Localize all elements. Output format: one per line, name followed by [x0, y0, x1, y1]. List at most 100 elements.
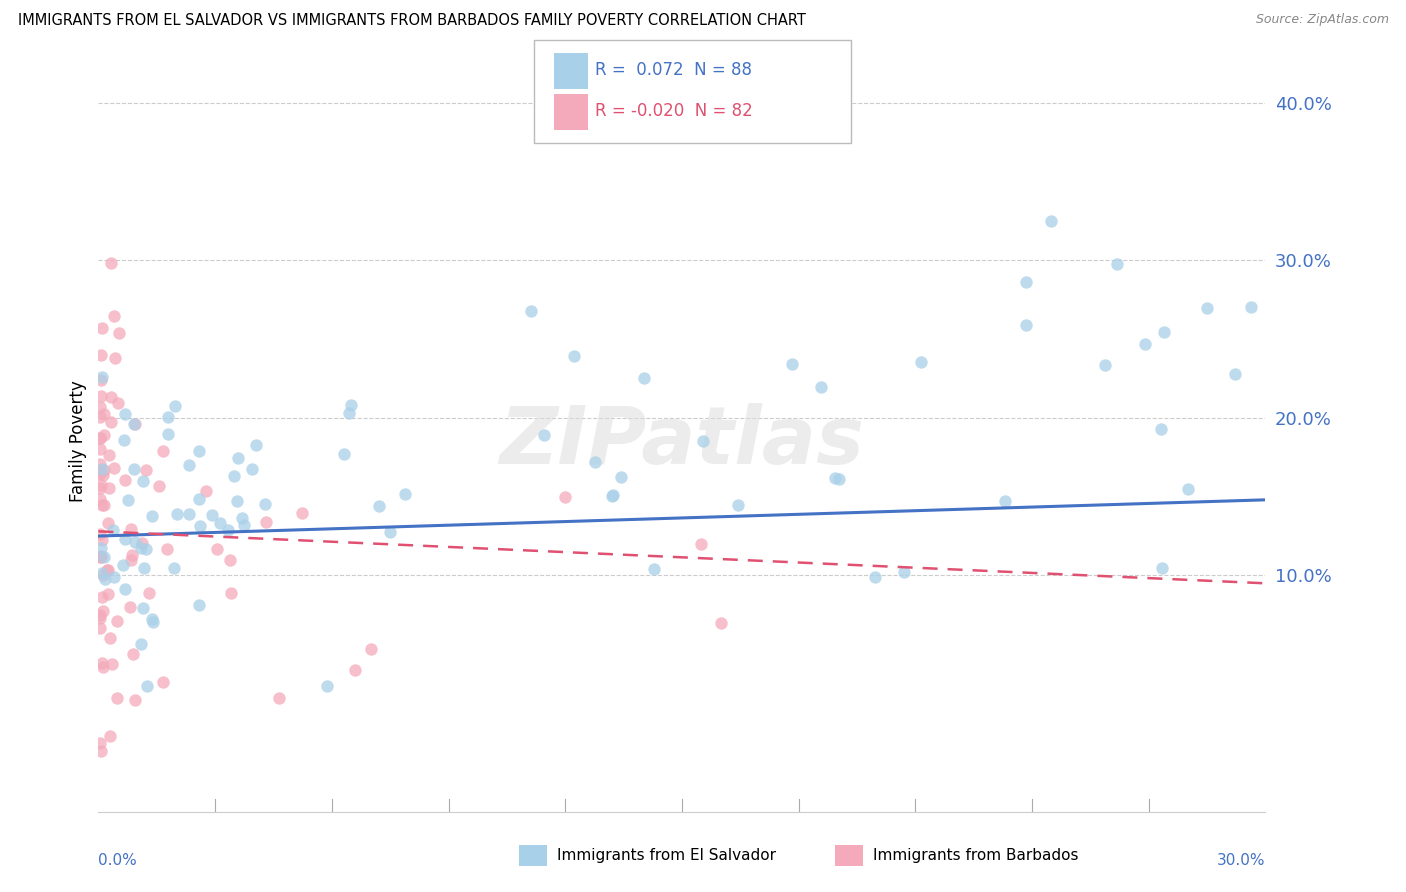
- Text: IMMIGRANTS FROM EL SALVADOR VS IMMIGRANTS FROM BARBADOS FAMILY POVERTY CORRELATI: IMMIGRANTS FROM EL SALVADOR VS IMMIGRANT…: [18, 13, 806, 29]
- Point: [89, 410, 111, 425]
- Point: [692, 434, 714, 449]
- Point: [122, 462, 145, 476]
- Text: Immigrants from Barbados: Immigrants from Barbados: [873, 848, 1078, 863]
- Point: [148, 479, 170, 493]
- Point: [90, 541, 112, 555]
- Point: [89, 467, 111, 482]
- Point: [89, 401, 111, 415]
- Point: [129, 637, 152, 651]
- Point: [103, 524, 125, 538]
- Point: [533, 428, 555, 442]
- Point: [291, 506, 314, 520]
- Point: [89, 608, 111, 623]
- Point: [337, 406, 360, 420]
- Point: [554, 490, 576, 504]
- Point: [135, 542, 157, 557]
- Point: [194, 483, 217, 498]
- Point: [188, 598, 211, 612]
- Point: [1195, 301, 1218, 315]
- Point: [91, 604, 114, 618]
- Point: [91, 498, 114, 512]
- Point: [132, 474, 155, 488]
- Point: [93, 463, 115, 477]
- Point: [810, 380, 832, 394]
- Point: [94, 572, 117, 586]
- Point: [89, 481, 111, 495]
- Point: [1150, 422, 1173, 436]
- Point: [108, 326, 131, 340]
- Y-axis label: Family Poverty: Family Poverty: [69, 381, 87, 502]
- Point: [89, 457, 111, 471]
- Point: [124, 535, 146, 549]
- Point: [190, 519, 212, 533]
- Point: [201, 508, 224, 522]
- Point: [1015, 275, 1038, 289]
- Point: [218, 552, 240, 566]
- Point: [97, 563, 120, 577]
- Point: [217, 524, 239, 538]
- Point: [121, 548, 143, 562]
- Point: [100, 390, 122, 404]
- Text: 0.0%: 0.0%: [98, 854, 138, 869]
- Point: [141, 508, 163, 523]
- Point: [136, 679, 159, 693]
- Point: [780, 357, 803, 371]
- Point: [129, 541, 152, 556]
- Point: [114, 474, 136, 488]
- Point: [188, 443, 211, 458]
- Point: [333, 447, 356, 461]
- Point: [727, 498, 749, 512]
- Point: [101, 657, 124, 672]
- Point: [97, 481, 120, 495]
- Point: [90, 549, 112, 564]
- Point: [93, 428, 115, 442]
- Point: [609, 470, 631, 484]
- Point: [583, 455, 606, 469]
- Point: [219, 586, 242, 600]
- Point: [91, 461, 114, 475]
- Text: 30.0%: 30.0%: [1218, 854, 1265, 869]
- Point: [1040, 214, 1063, 228]
- Point: [91, 467, 114, 482]
- Text: Immigrants from El Salvador: Immigrants from El Salvador: [557, 848, 776, 863]
- Point: [104, 351, 127, 366]
- Point: [89, 611, 111, 625]
- Point: [91, 533, 114, 547]
- Text: R =  0.072  N = 88: R = 0.072 N = 88: [595, 61, 752, 78]
- Point: [1015, 318, 1038, 332]
- Point: [205, 542, 228, 557]
- Point: [89, 492, 111, 507]
- Point: [132, 560, 155, 574]
- Point: [316, 679, 339, 693]
- Point: [118, 600, 141, 615]
- Point: [156, 410, 179, 425]
- Point: [1153, 325, 1175, 339]
- Point: [209, 516, 232, 530]
- Point: [1135, 337, 1157, 351]
- Point: [602, 488, 624, 502]
- Point: [120, 522, 142, 536]
- Point: [824, 471, 846, 485]
- Point: [222, 468, 245, 483]
- Point: [89, 621, 111, 635]
- Point: [97, 516, 120, 531]
- Point: [1094, 359, 1116, 373]
- Point: [90, 477, 112, 491]
- Point: [131, 536, 153, 550]
- Point: [142, 615, 165, 630]
- Point: [643, 562, 665, 576]
- Point: [231, 511, 253, 525]
- Point: [179, 458, 201, 472]
- Point: [120, 552, 142, 566]
- Point: [124, 693, 146, 707]
- Point: [360, 642, 382, 657]
- Point: [254, 497, 277, 511]
- Point: [107, 396, 129, 410]
- Point: [93, 498, 115, 512]
- Point: [245, 438, 267, 452]
- Point: [254, 515, 277, 529]
- Point: [124, 417, 146, 431]
- Point: [114, 582, 136, 596]
- Point: [910, 355, 932, 369]
- Point: [112, 558, 135, 573]
